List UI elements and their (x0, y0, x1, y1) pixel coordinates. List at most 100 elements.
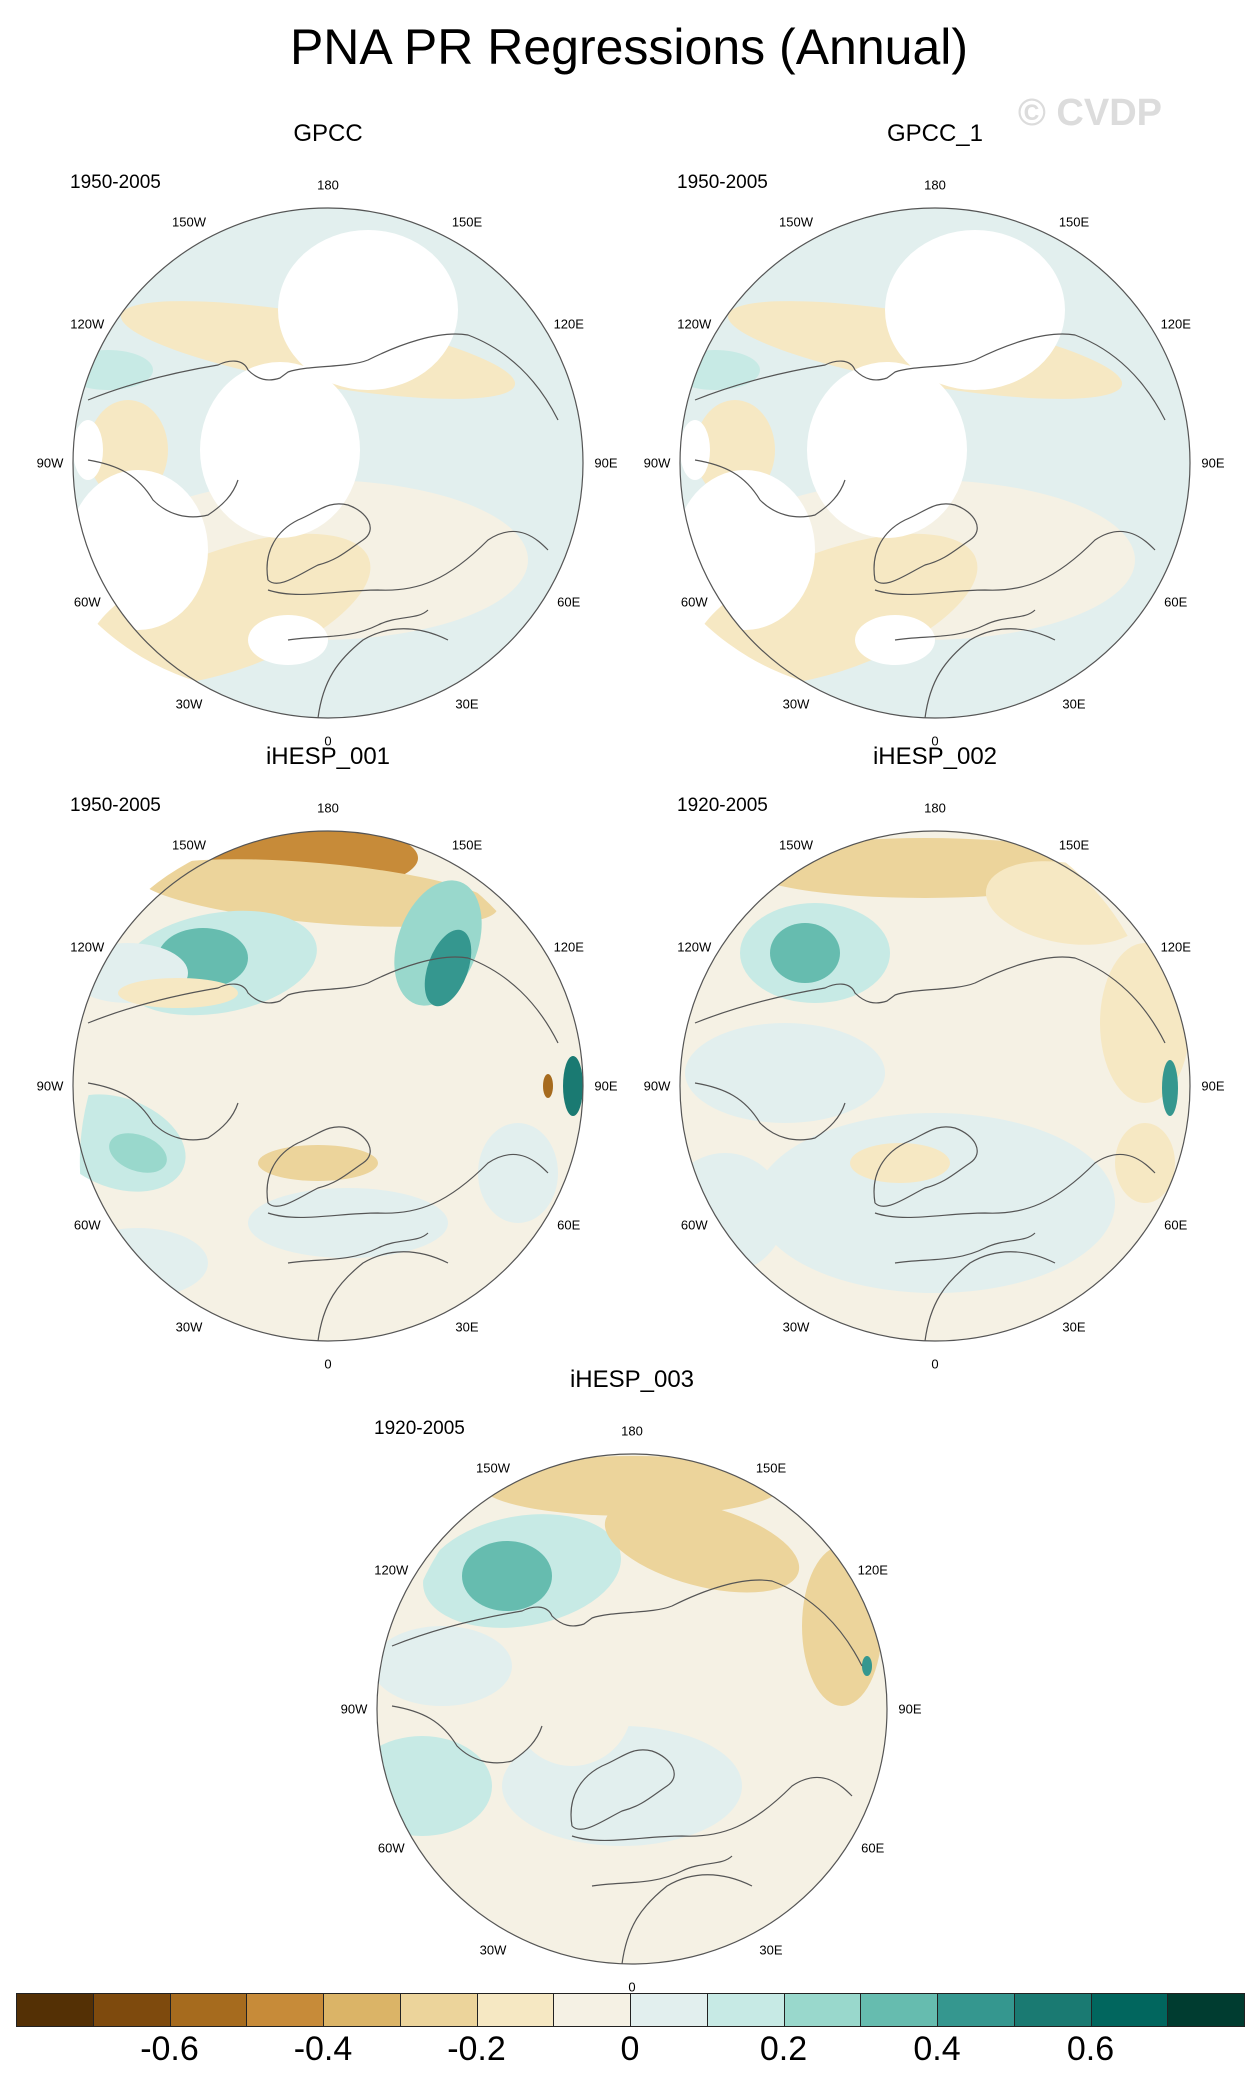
longitude-label: 60W (680, 1217, 708, 1233)
positive-anomaly-region (478, 1123, 558, 1223)
panel-title: iHESP_002 (872, 743, 998, 770)
positive-anomaly-region (109, 1133, 167, 1173)
longitude-label: 90W (340, 1701, 368, 1717)
longitude-label: 90E (1201, 455, 1225, 471)
longitude-label: 150W (779, 214, 813, 230)
longitude-label: 150W (172, 837, 206, 853)
coastline (894, 1232, 1036, 1264)
colorbar-swatch (937, 1993, 1015, 2027)
map-border (679, 207, 1191, 719)
colorbar-swatch (323, 1993, 401, 2027)
map-panel-ihesp-002: iHESP_002 1920-2005 180 150E 120E 90E 60E 30E… (625, 743, 1245, 1372)
negative-anomaly-region (138, 859, 498, 927)
coastline (287, 609, 429, 641)
coastline (267, 530, 549, 596)
coastline (571, 1776, 853, 1842)
positive-anomaly-region (680, 350, 760, 390)
longitude-label: 30W (479, 1942, 507, 1958)
negative-anomaly-region (118, 978, 238, 1008)
longitude-label: 90W (36, 455, 64, 471)
longitude-label: 90E (898, 1701, 922, 1717)
longitude-label: 120W (70, 316, 105, 332)
colorbar-tick-label: 0.6 (1066, 2030, 1115, 2068)
map-panel-ihesp-001: iHESP_001 1950-2005 180 150E 120E 90E 60E 30E… (18, 743, 638, 1372)
colorbar-tick-label: 0.2 (759, 2030, 808, 2068)
polar-map (679, 830, 1191, 1342)
map-border (72, 830, 584, 1342)
longitude-label: 30W (782, 696, 810, 712)
coastline (873, 503, 978, 584)
longitude-label: 150E (451, 837, 483, 853)
neutral-region (512, 1646, 632, 1766)
coastline (874, 1153, 1156, 1219)
negative-anomaly-region (604, 1499, 800, 1593)
positive-anomaly-region (825, 254, 881, 282)
colorbar-swatch (246, 1993, 324, 2027)
longitude-label: 120W (677, 316, 712, 332)
coastline (391, 1579, 863, 1667)
longitude-label: 0 (628, 1979, 636, 1995)
longitude-label: 180 (924, 800, 946, 816)
colorbar-swatch (1013, 1993, 1092, 2027)
longitude-label: 90W (643, 455, 671, 471)
colorbar-tick-label: -0.2 (447, 2030, 506, 2068)
longitude-label: 120W (374, 1562, 409, 1578)
coastline (317, 1251, 449, 1341)
longitude-label: 0 (931, 1356, 939, 1372)
longitude-label: 180 (317, 800, 339, 816)
longitude-label: 30W (782, 1319, 810, 1335)
no-data-pacific (278, 230, 458, 390)
negative-anomaly-region (850, 1143, 950, 1183)
no-data-hudson (73, 420, 103, 480)
longitude-label: 120W (70, 939, 105, 955)
coastline (391, 1705, 543, 1764)
longitude-label: 60E (861, 1840, 885, 1856)
longitude-label: 90E (594, 1078, 618, 1094)
longitude-label: 120E (857, 1562, 888, 1578)
positive-anomaly-region (862, 1656, 872, 1676)
longitude-label: 150E (1058, 214, 1090, 230)
coastline (591, 1855, 733, 1887)
no-data-arctic (807, 362, 967, 538)
longitude-label: 0 (931, 733, 939, 749)
negative-anomaly-region (258, 1145, 378, 1181)
longitude-label: 90E (594, 455, 618, 471)
longitude-label: 120E (553, 316, 584, 332)
positive-anomaly-region (680, 1153, 785, 1273)
longitude-label: 120W (677, 939, 712, 955)
coastline (287, 1232, 429, 1264)
colorbar-tick-label: -0.4 (293, 2030, 353, 2068)
longitude-label: 180 (924, 177, 946, 193)
map-panel-gpcc: GPCC 1950-2005 180 150E 120E 90E 60E 30E 0 30W 6… (18, 120, 638, 749)
coastline (694, 1082, 846, 1141)
no-data-arctic (200, 362, 360, 538)
positive-anomaly-region (462, 1541, 552, 1611)
longitude-label: 180 (317, 177, 339, 193)
polar-map (50, 830, 584, 1342)
longitude-label: 150E (755, 1460, 787, 1476)
positive-anomaly-region (377, 1626, 512, 1706)
longitude-label: 150W (476, 1460, 510, 1476)
longitude-label: 120E (553, 939, 584, 955)
colorbar-swatch (706, 1993, 785, 2027)
coastline (924, 1251, 1056, 1341)
longitude-label: 150E (1058, 837, 1090, 853)
longitude-label: 60E (557, 1217, 581, 1233)
panel-title: iHESP_001 (265, 743, 391, 770)
longitude-label: 180 (621, 1423, 643, 1439)
longitude-label: 30E (1062, 1319, 1086, 1335)
coastline (266, 503, 371, 584)
longitude-label: 150W (779, 837, 813, 853)
panel-years: 1920-2005 (677, 795, 768, 816)
longitude-label: 30E (455, 696, 479, 712)
coastline (266, 1126, 371, 1207)
negative-anomaly-region (692, 533, 978, 687)
colorbar-tick-label: 0.4 (913, 2030, 961, 2068)
map-border (679, 830, 1191, 1342)
coastline (87, 956, 559, 1044)
colorbar-swatch (92, 1993, 171, 2027)
coastline (694, 956, 1166, 1044)
no-data-pacific (885, 230, 1065, 390)
colorbar-swatch (783, 1993, 862, 2027)
polar-map (376, 1453, 888, 1965)
